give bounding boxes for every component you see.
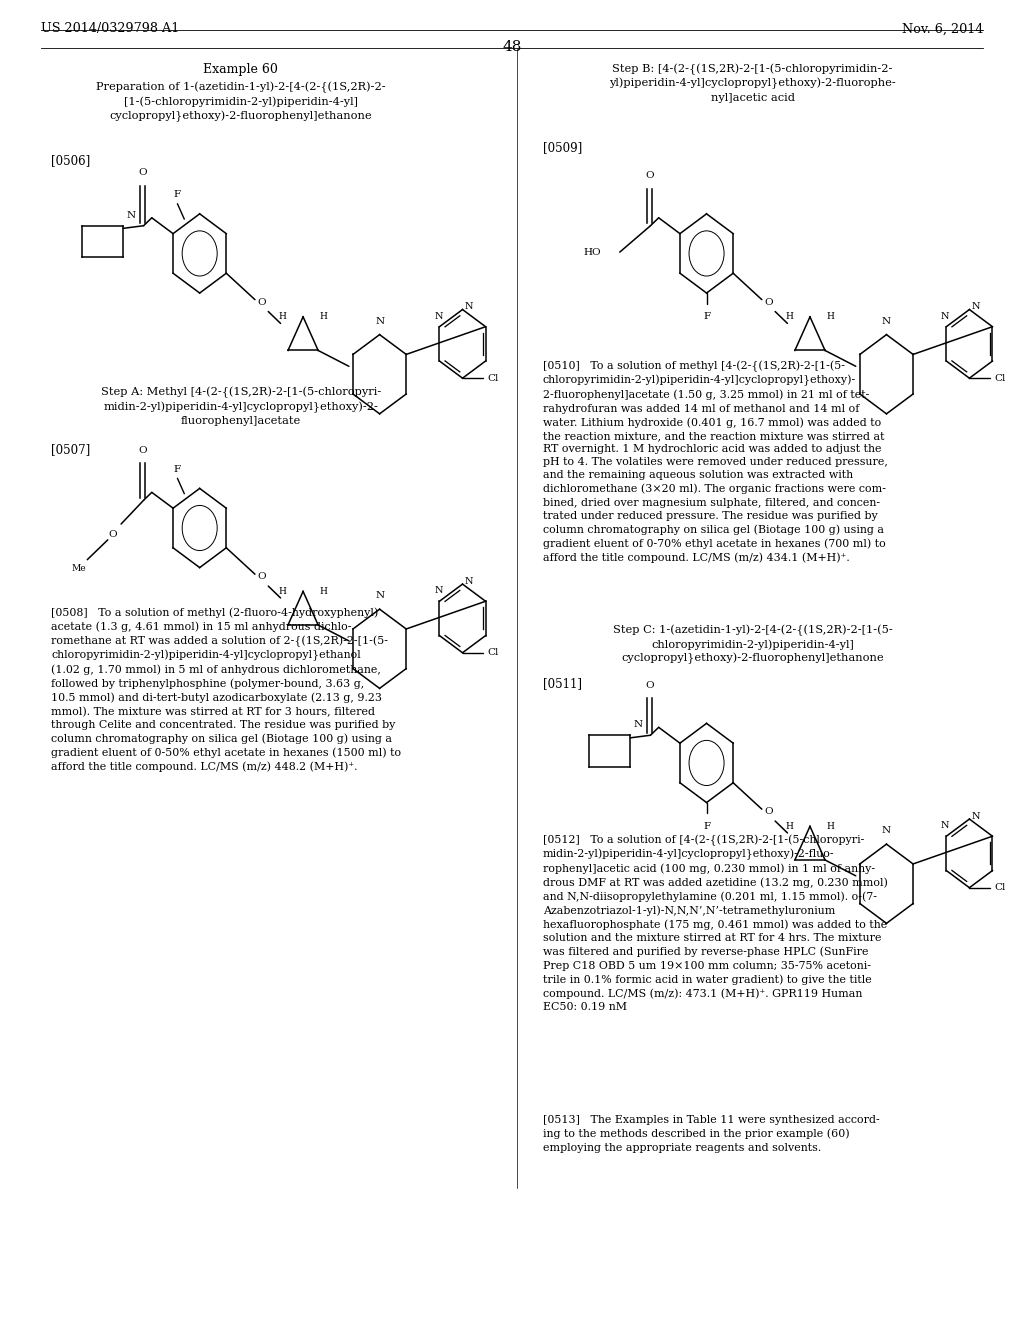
Text: O: O (765, 298, 773, 306)
Text: [0511]: [0511] (543, 677, 582, 690)
Text: O: O (765, 808, 773, 816)
Text: O: O (138, 169, 146, 177)
Text: O: O (109, 531, 117, 539)
Text: N: N (465, 302, 473, 312)
Text: N: N (375, 591, 384, 601)
Text: H: H (785, 822, 794, 830)
Text: H: H (319, 587, 328, 595)
Text: Cl: Cl (487, 374, 499, 383)
Text: O: O (138, 446, 146, 454)
Text: [0513]   The Examples in Table 11 were synthesized accord-
ing to the methods de: [0513] The Examples in Table 11 were syn… (543, 1115, 880, 1152)
Text: O: O (645, 172, 653, 180)
Text: Cl: Cl (487, 648, 499, 657)
Text: O: O (645, 681, 653, 689)
Text: US 2014/0329798 A1: US 2014/0329798 A1 (41, 22, 179, 36)
Text: F: F (703, 822, 710, 830)
Text: H: H (826, 822, 835, 830)
Text: Example 60: Example 60 (203, 63, 279, 77)
Text: HO: HO (584, 248, 601, 256)
Text: [0506]: [0506] (51, 154, 90, 168)
Text: F: F (174, 465, 181, 474)
Text: H: H (319, 313, 328, 321)
Text: N: N (972, 302, 980, 312)
Text: N: N (941, 312, 949, 321)
Text: [0510]   To a solution of methyl [4-(2-{(1S,2R)-2-[1-(5-
chloropyrimidin-2-yl)pi: [0510] To a solution of methyl [4-(2-{(1… (543, 360, 888, 562)
Text: Preparation of 1-(azetidin-1-yl)-2-[4-(2-{(1S,2R)-2-
[1-(5-chloropyrimidin-2-yl): Preparation of 1-(azetidin-1-yl)-2-[4-(2… (96, 82, 385, 121)
Text: [0507]: [0507] (51, 444, 90, 457)
Text: [0512]   To a solution of [4-(2-{(1S,2R)-2-[1-(5-chloropyri-
midin-2-yl)piperidi: [0512] To a solution of [4-(2-{(1S,2R)-2… (543, 834, 888, 1012)
Text: Nov. 6, 2014: Nov. 6, 2014 (902, 22, 983, 36)
Text: N: N (127, 211, 136, 219)
Text: N: N (434, 586, 442, 595)
Text: Step A: Methyl [4-(2-{(1S,2R)-2-[1-(5-chloropyri-
midin-2-yl)piperidin-4-yl]cycl: Step A: Methyl [4-(2-{(1S,2R)-2-[1-(5-ch… (100, 387, 381, 426)
Text: H: H (279, 587, 287, 595)
Text: N: N (882, 317, 891, 326)
Text: H: H (826, 313, 835, 321)
Text: F: F (703, 313, 710, 321)
Text: N: N (434, 312, 442, 321)
Text: Step C: 1-(azetidin-1-yl)-2-[4-(2-{(1S,2R)-2-[1-(5-
chloropyrimidin-2-yl)piperid: Step C: 1-(azetidin-1-yl)-2-[4-(2-{(1S,2… (612, 624, 893, 664)
Text: N: N (465, 577, 473, 586)
Text: O: O (258, 573, 266, 581)
Text: H: H (279, 313, 287, 321)
Text: Me: Me (72, 565, 86, 573)
Text: N: N (941, 821, 949, 830)
Text: [0509]: [0509] (543, 141, 582, 154)
Text: N: N (375, 317, 384, 326)
Text: 48: 48 (503, 40, 521, 54)
Text: H: H (785, 313, 794, 321)
Text: [0508]   To a solution of methyl (2-fluoro-4-hydroxyphenyl)
acetate (1.3 g, 4.61: [0508] To a solution of methyl (2-fluoro… (51, 607, 401, 772)
Text: N: N (882, 826, 891, 836)
Text: Cl: Cl (994, 374, 1006, 383)
Text: N: N (972, 812, 980, 821)
Text: F: F (174, 190, 181, 199)
Text: Step B: [4-(2-{(1S,2R)-2-[1-(5-chloropyrimidin-2-
yl)piperidin-4-yl]cyclopropyl}: Step B: [4-(2-{(1S,2R)-2-[1-(5-chloropyr… (609, 63, 896, 103)
Text: O: O (258, 298, 266, 306)
Text: N: N (634, 721, 643, 729)
Text: Cl: Cl (994, 883, 1006, 892)
